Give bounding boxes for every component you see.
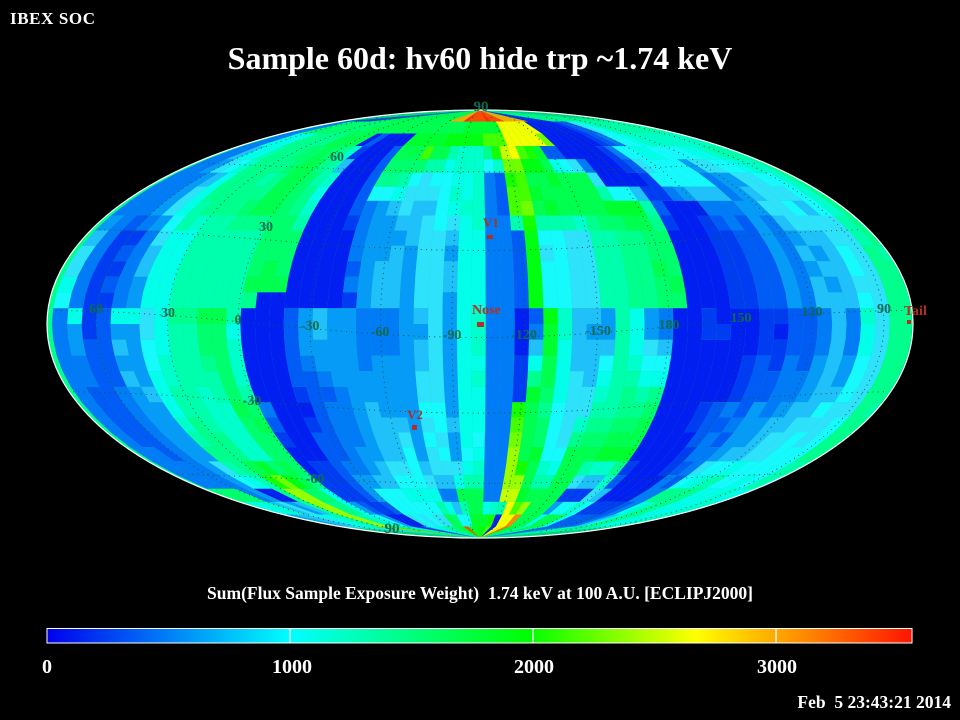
svg-text:30: 30 bbox=[161, 306, 175, 321]
svg-text:90: 90 bbox=[385, 521, 400, 537]
svg-text:-60: -60 bbox=[306, 472, 325, 487]
svg-text:-90: -90 bbox=[443, 328, 462, 343]
svg-text:0: 0 bbox=[235, 313, 242, 328]
svg-text:30: 30 bbox=[259, 220, 273, 235]
svg-text:60: 60 bbox=[330, 150, 344, 165]
svg-text:150: 150 bbox=[731, 311, 752, 326]
svg-text:60: 60 bbox=[89, 302, 103, 317]
svg-text:-30: -30 bbox=[301, 319, 320, 334]
svg-text:-150: -150 bbox=[585, 324, 611, 339]
svg-text:120: 120 bbox=[802, 305, 823, 320]
svg-text:V2: V2 bbox=[407, 407, 423, 422]
svg-text:-120: -120 bbox=[511, 328, 537, 343]
svg-text:V1: V1 bbox=[483, 215, 499, 230]
svg-text:-60: -60 bbox=[371, 325, 390, 340]
svg-text:180: 180 bbox=[659, 318, 680, 333]
svg-text:90: 90 bbox=[474, 99, 489, 115]
svg-text:90: 90 bbox=[877, 302, 891, 317]
svg-text:-30: -30 bbox=[243, 394, 262, 409]
svg-text:Tail: Tail bbox=[904, 304, 927, 319]
svg-text:Nose: Nose bbox=[472, 303, 501, 318]
